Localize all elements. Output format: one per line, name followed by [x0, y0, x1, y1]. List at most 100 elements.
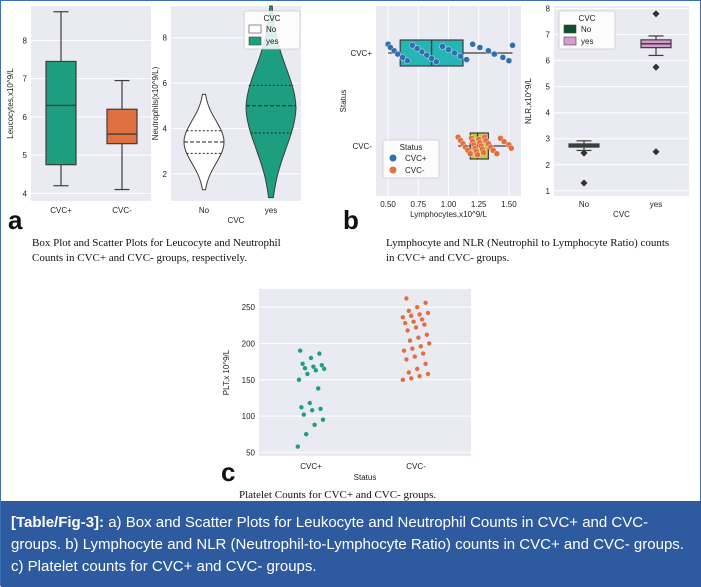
data-point	[425, 310, 431, 316]
legend-swatch	[563, 36, 577, 46]
data-point	[499, 54, 507, 61]
y-tick-label: 5	[546, 83, 551, 92]
y-tick-label: 50	[246, 448, 255, 457]
x-axis-label: Lymphocytes,x10^9/L	[410, 210, 487, 219]
data-point	[410, 346, 415, 351]
y-tick-label: 6	[23, 113, 28, 122]
legend-entry: No	[581, 25, 592, 34]
data-point	[411, 319, 416, 324]
outlier-point	[580, 179, 588, 187]
box-iqr	[45, 60, 77, 166]
x-tick-label: No	[199, 206, 210, 215]
y-tick-label: CVC+	[350, 49, 372, 58]
data-point	[316, 386, 321, 391]
data-point	[317, 351, 322, 356]
data-point	[424, 332, 429, 337]
data-point	[312, 422, 317, 427]
x-axis-label: CVC	[228, 216, 245, 225]
data-point	[439, 43, 446, 50]
data-point	[422, 322, 427, 327]
data-point	[423, 361, 428, 366]
y-tick-label: 8	[546, 5, 551, 14]
data-point	[298, 348, 303, 353]
data-point	[425, 371, 431, 377]
data-point	[509, 42, 516, 49]
y-tick-label: 3	[546, 135, 551, 144]
data-point	[457, 53, 464, 60]
legend-swatch	[563, 24, 577, 34]
data-point	[407, 338, 413, 343]
data-point	[445, 46, 452, 53]
data-point	[508, 144, 515, 152]
y-tick-label: 6	[546, 57, 551, 66]
data-point	[493, 150, 501, 157]
legend-title: CVC	[264, 14, 281, 23]
data-point	[417, 373, 422, 379]
data-point	[305, 371, 310, 377]
y-tick-label: CVC-	[352, 142, 372, 151]
y-tick-label: 8	[163, 34, 168, 43]
x-tick-label: CVC-	[112, 206, 132, 215]
panel-b-caption-line-2: in CVC+ and CVC- groups.	[386, 252, 509, 264]
x-tick-label: 1.00	[441, 200, 457, 209]
data-point	[409, 313, 414, 319]
panel-b-caption-line-1: Lymphocyte and NLR (Neutrophil to Lympho…	[386, 237, 669, 249]
data-point	[421, 351, 426, 356]
violin-body	[245, 5, 297, 199]
y-tick-label: 200	[242, 339, 256, 348]
legend-title: Status	[400, 143, 423, 152]
data-point	[427, 341, 432, 346]
data-point	[400, 377, 405, 382]
panel-a-caption-line-2: Counts in CVC+ and CVC- groups, respecti…	[32, 252, 247, 264]
data-point	[415, 366, 420, 372]
data-point	[300, 361, 305, 366]
data-point	[296, 377, 302, 382]
y-axis-label: NLR,x10^9/L	[524, 77, 533, 124]
data-point	[322, 366, 327, 372]
plot-background	[259, 289, 471, 456]
y-tick-label: 7	[23, 75, 28, 84]
data-point	[319, 363, 324, 368]
y-axis-label: PLT,x 10^9/L	[222, 349, 231, 395]
data-point	[308, 355, 314, 361]
data-point	[433, 58, 440, 65]
outlier-point	[652, 63, 660, 71]
data-point	[413, 325, 419, 330]
panel-c-letter: c	[221, 457, 235, 487]
data-point	[405, 328, 410, 333]
data-point	[417, 312, 422, 317]
y-tick-label: 100	[242, 412, 256, 421]
data-point	[476, 44, 484, 51]
y-axis-label: Neutrophils(x10^9/L)	[151, 66, 160, 140]
figure-svg: 4 5 6 7 8 CVC+ CVC- Leucocytes,x10^9/L 2 4 6 8 No ye…	[6, 5, 689, 501]
y-axis-label: Status	[339, 90, 348, 113]
x-tick-label: CVC+	[300, 462, 322, 471]
figure-caption: [Table/Fig-3]: a) Box and Scatter Plots …	[1, 501, 701, 587]
legend-swatch	[248, 36, 262, 46]
x-axis-label: Status	[354, 473, 377, 482]
panel-b-letter: b	[343, 205, 359, 235]
y-tick-label: 1	[546, 187, 551, 196]
figure-caption-text: a) Box and Scatter Plots for Leukocyte a…	[11, 514, 684, 575]
x-tick-label: yes	[650, 200, 662, 209]
x-tick-label: CVC-	[406, 462, 426, 471]
x-tick-label: 1.50	[501, 200, 517, 209]
legend-marker	[389, 166, 397, 174]
data-point	[307, 400, 312, 406]
x-tick-label: yes	[265, 206, 277, 215]
data-point	[310, 408, 315, 413]
data-point	[491, 50, 498, 58]
data-point	[418, 344, 423, 349]
y-tick-label: 7	[546, 31, 551, 40]
data-point	[412, 354, 417, 359]
data-point	[451, 49, 458, 57]
data-point	[409, 42, 416, 49]
x-tick-label: 0.50	[380, 200, 396, 209]
data-point	[500, 138, 508, 145]
data-point	[320, 417, 326, 422]
data-point	[394, 50, 401, 58]
lymphocytes-box-plot: 0.50 0.75 1.00 1.25 1.50 CVC+ CVC- Lymphocytes,…	[339, 6, 521, 219]
data-point	[423, 52, 430, 59]
data-point	[404, 296, 409, 301]
